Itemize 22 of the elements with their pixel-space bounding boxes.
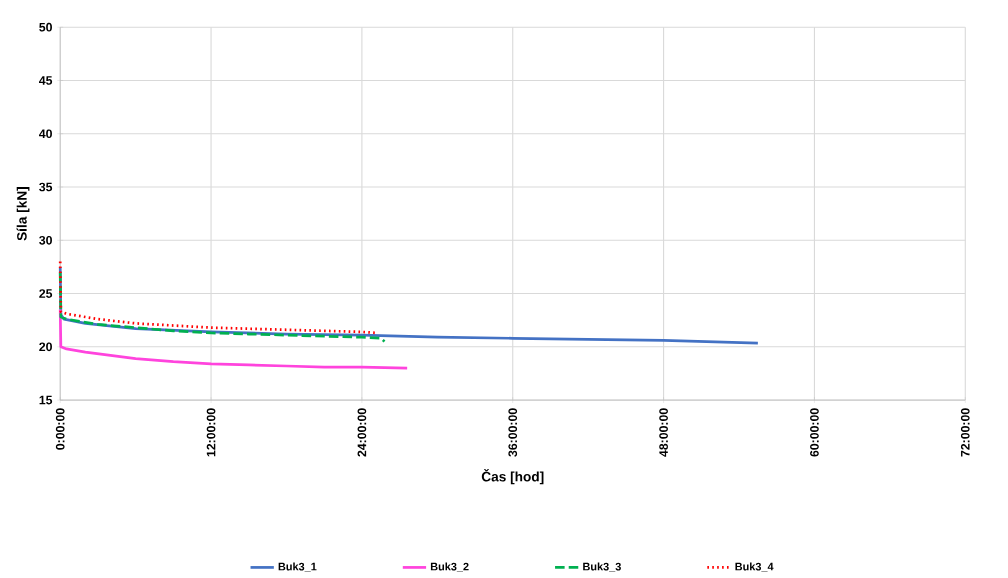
x-tick-label: 12:00:00 <box>206 408 216 457</box>
x-tick-label: 60:00:00 <box>810 408 819 457</box>
x-tick-label: 72:00:00 <box>960 408 970 457</box>
y-tick-label: 50 <box>39 22 52 32</box>
x-tick-label: 0:00:00 <box>55 408 65 450</box>
y-axis-title: Síla [kN] <box>16 187 30 241</box>
x-tick-label: 36:00:00 <box>508 408 518 457</box>
y-tick-label: 25 <box>39 289 53 298</box>
y-tick-label: 30 <box>39 235 52 245</box>
y-tick-label: 35 <box>39 182 53 192</box>
y-tick-label: 20 <box>39 342 52 352</box>
line-series <box>58 308 409 370</box>
x-tick-label: 48:00:00 <box>659 408 668 457</box>
x-tick-label: 24:00:00 <box>357 408 367 457</box>
y-tick-label: 40 <box>39 129 52 139</box>
legend-label: Buk3_2 <box>430 562 469 572</box>
legend-label: Buk3_1 <box>278 562 317 572</box>
x-axis-title: Čas [hod] <box>481 469 544 485</box>
y-tick-label: 15 <box>39 395 53 405</box>
legend-label: Buk3_3 <box>583 562 621 572</box>
legend-label: Buk3_4 <box>735 562 774 572</box>
y-tick-label: 45 <box>39 76 53 85</box>
